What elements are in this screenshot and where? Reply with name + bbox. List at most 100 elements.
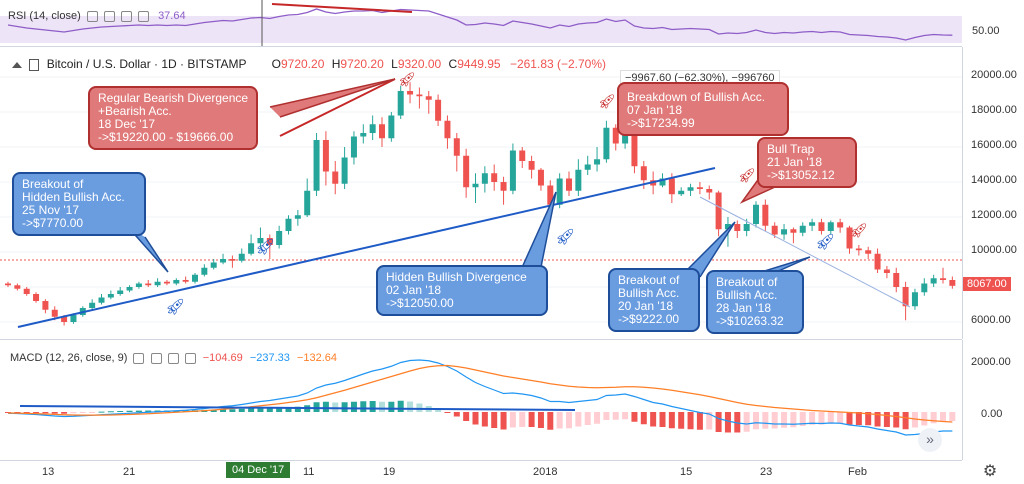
time-axis-label: 13 bbox=[42, 466, 55, 478]
settings-icon[interactable] bbox=[150, 352, 162, 364]
candle-down bbox=[51, 309, 58, 317]
macd-histogram-bar bbox=[678, 412, 685, 429]
candle-up bbox=[556, 178, 563, 205]
macd-histogram-bar bbox=[360, 401, 367, 412]
callout-line: Breakdown of Bullish Acc. bbox=[627, 90, 766, 104]
rsi-value: 37.64 bbox=[158, 10, 186, 22]
candle-up bbox=[753, 204, 759, 224]
macd-histogram-bar bbox=[248, 408, 255, 412]
macd-histogram-bar bbox=[902, 412, 909, 430]
callout-line: +Bearish Acc. bbox=[98, 104, 172, 118]
close-icon[interactable] bbox=[167, 352, 179, 364]
price-axis[interactable]: 20000.00 18000.00 16000.00 14000.00 1200… bbox=[962, 47, 1024, 339]
last-price-tag: 8067.00 bbox=[963, 277, 1011, 291]
open-label: O bbox=[271, 57, 281, 71]
close-icon[interactable] bbox=[120, 10, 132, 22]
macd-histogram-bar bbox=[921, 412, 928, 426]
macd-histogram-bar bbox=[612, 412, 619, 420]
macd-histogram-bar bbox=[238, 408, 245, 412]
macd-histogram-bar bbox=[257, 407, 264, 412]
price-axis-label: 12000.00 bbox=[971, 209, 1017, 221]
symbol-title[interactable]: Bitcoin / U.S. Dollar · 1D · BITSTAMP bbox=[46, 57, 247, 71]
macd-histogram-bar bbox=[117, 411, 124, 412]
candle-down bbox=[435, 99, 442, 121]
chart-type-icon[interactable] bbox=[29, 58, 40, 71]
macd-title: MACD (12, 26, close, 9) bbox=[10, 352, 128, 364]
candle-up bbox=[192, 274, 198, 282]
macd-histogram-bar bbox=[107, 411, 114, 413]
macd-histogram-bar bbox=[266, 407, 273, 412]
eye-icon[interactable] bbox=[133, 352, 145, 364]
macd-histogram-bar bbox=[369, 401, 376, 412]
change-value: −261.83 (−2.70%) bbox=[509, 57, 607, 71]
scroll-to-realtime-button[interactable]: » bbox=[918, 428, 942, 452]
candle-down bbox=[229, 259, 236, 261]
macd-histogram-bar bbox=[865, 412, 872, 426]
callout-line: Breakout of bbox=[22, 177, 84, 191]
candle-up bbox=[743, 224, 750, 231]
candle-down bbox=[818, 222, 825, 231]
callout-line: Hidden Bullish Acc. bbox=[22, 190, 125, 204]
candle-down bbox=[182, 280, 189, 282]
low-value: 9320.00 bbox=[397, 57, 442, 71]
eye-icon[interactable] bbox=[86, 10, 98, 22]
macd-histogram-bar bbox=[734, 412, 741, 433]
macd-title-row: MACD (12, 26, close, 9) −104.69 −237.33 … bbox=[10, 352, 337, 364]
candle-up bbox=[341, 157, 348, 184]
callout-line: Bullish Acc. bbox=[716, 288, 778, 302]
candle-up bbox=[724, 224, 731, 230]
candle-up bbox=[827, 222, 834, 231]
callout-line: Hidden Bullish Divergence bbox=[386, 270, 527, 284]
callout-line: 28 Jan '18 bbox=[716, 301, 772, 315]
callout-breakout-20jan: Breakout of Bullish Acc. 20 Jan '18 ->$9… bbox=[608, 268, 700, 332]
macd-histogram-bar bbox=[911, 412, 918, 428]
macd-histogram-bar bbox=[790, 412, 797, 428]
more-icon[interactable] bbox=[184, 352, 196, 364]
rocket-icons: 🚀︎ 🚀︎ 🚀︎ 🚀︎ bbox=[165, 229, 835, 316]
price-axis-label: 6000.00 bbox=[971, 314, 1011, 326]
macd-histogram-bar bbox=[61, 412, 68, 414]
time-axis[interactable]: 13 21 11 19 2018 15 23 Feb 04 Dec '17 bbox=[0, 460, 962, 484]
collapse-icon[interactable] bbox=[12, 61, 22, 68]
candle-down bbox=[537, 169, 544, 186]
macd-histogram-bar bbox=[89, 412, 96, 413]
macd-axis[interactable]: 2000.00 0.00 bbox=[962, 340, 1024, 460]
candle-down bbox=[163, 281, 170, 284]
macd-histogram-bar bbox=[687, 412, 694, 430]
callout-line: ->$10263.32 bbox=[716, 314, 784, 328]
candle-up bbox=[659, 178, 666, 186]
candle-up bbox=[603, 127, 610, 160]
candle-up bbox=[70, 315, 77, 322]
candle-up bbox=[369, 124, 376, 133]
price-axis-label: 14000.00 bbox=[971, 174, 1017, 186]
settings-icon[interactable] bbox=[103, 10, 115, 22]
candle-down bbox=[145, 283, 152, 286]
pointer-bear-div bbox=[269, 78, 396, 118]
candle-up bbox=[481, 173, 488, 184]
macd-histogram-bar bbox=[930, 412, 937, 424]
macd-histogram-bar bbox=[388, 401, 395, 412]
price-axis-label: 10000.00 bbox=[971, 244, 1017, 256]
candle-down bbox=[463, 155, 470, 188]
candle-up bbox=[210, 262, 217, 268]
candle-up bbox=[509, 150, 516, 191]
gear-icon[interactable]: ⚙ bbox=[982, 463, 998, 480]
candle-down bbox=[762, 204, 769, 226]
macd-histogram-bar bbox=[98, 411, 105, 413]
candle-up bbox=[388, 115, 395, 139]
candle-down bbox=[23, 288, 30, 294]
macd-histogram-bar bbox=[322, 401, 329, 412]
candle-up bbox=[285, 218, 292, 231]
candle-down bbox=[949, 280, 956, 286]
callout-line: Bull Trap bbox=[767, 142, 815, 156]
callout-line: Bullish Acc. bbox=[618, 286, 680, 300]
candle-down bbox=[612, 127, 619, 144]
macd-histogram-bar bbox=[556, 412, 563, 429]
more-icon[interactable] bbox=[138, 10, 149, 22]
macd-histogram-bar bbox=[696, 412, 703, 430]
callout-hidden-bullish-divergence: Hidden Bullish Divergence 02 Jan '18 ->$… bbox=[376, 265, 548, 316]
macd-histogram-bar bbox=[631, 412, 638, 422]
rsi-axis-label: 50.00 bbox=[972, 25, 1000, 37]
callout-breakout-hidden-bullish: Breakout of Hidden Bullish Acc. 25 Nov '… bbox=[12, 172, 146, 236]
candle-down bbox=[566, 178, 572, 191]
